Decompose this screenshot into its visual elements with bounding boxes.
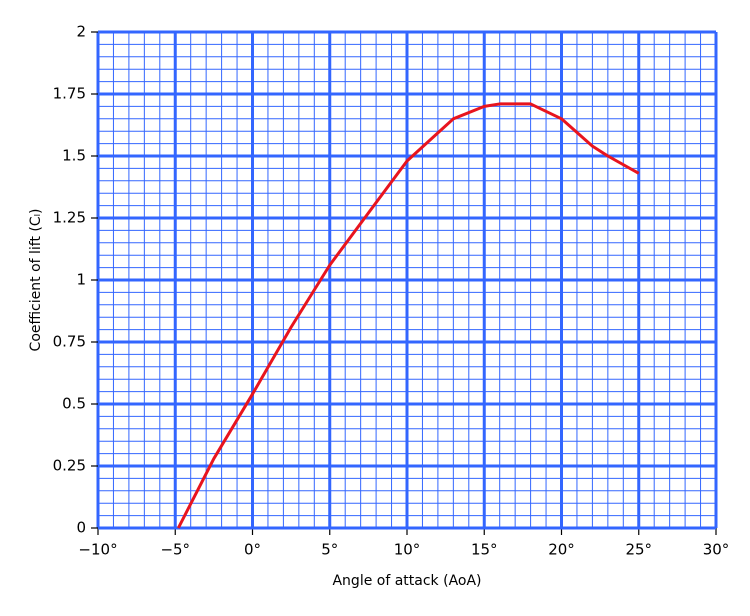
y-tick-label: 0.25 [53, 457, 86, 475]
x-tick-label: 5° [321, 541, 338, 559]
x-tick-label: 25° [625, 541, 652, 559]
y-axis-label: Coefficient of lift (Cₗ) [28, 209, 44, 352]
x-tick-label: 15° [471, 541, 498, 559]
x-tick-label: 20° [548, 541, 575, 559]
x-tick-label: −10° [78, 541, 117, 559]
y-tick-label: 1.75 [53, 85, 86, 103]
y-tick-label: 1.5 [62, 147, 86, 165]
y-tick-label: 1.25 [53, 209, 86, 227]
x-tick-label: 10° [394, 541, 421, 559]
y-tick-label: 2 [76, 23, 86, 41]
x-tick-label: 0° [244, 541, 261, 559]
data-line [177, 102, 640, 529]
y-tick-label: 0.5 [62, 395, 86, 413]
x-tick-label: −5° [160, 541, 190, 559]
y-tick-label: 0 [76, 519, 86, 537]
x-tick-label: 30° [703, 541, 730, 559]
y-tick-label: 1 [76, 271, 86, 289]
x-axis-label: Angle of attack (AoA) [332, 573, 481, 589]
y-tick-label: 0.75 [53, 333, 86, 351]
